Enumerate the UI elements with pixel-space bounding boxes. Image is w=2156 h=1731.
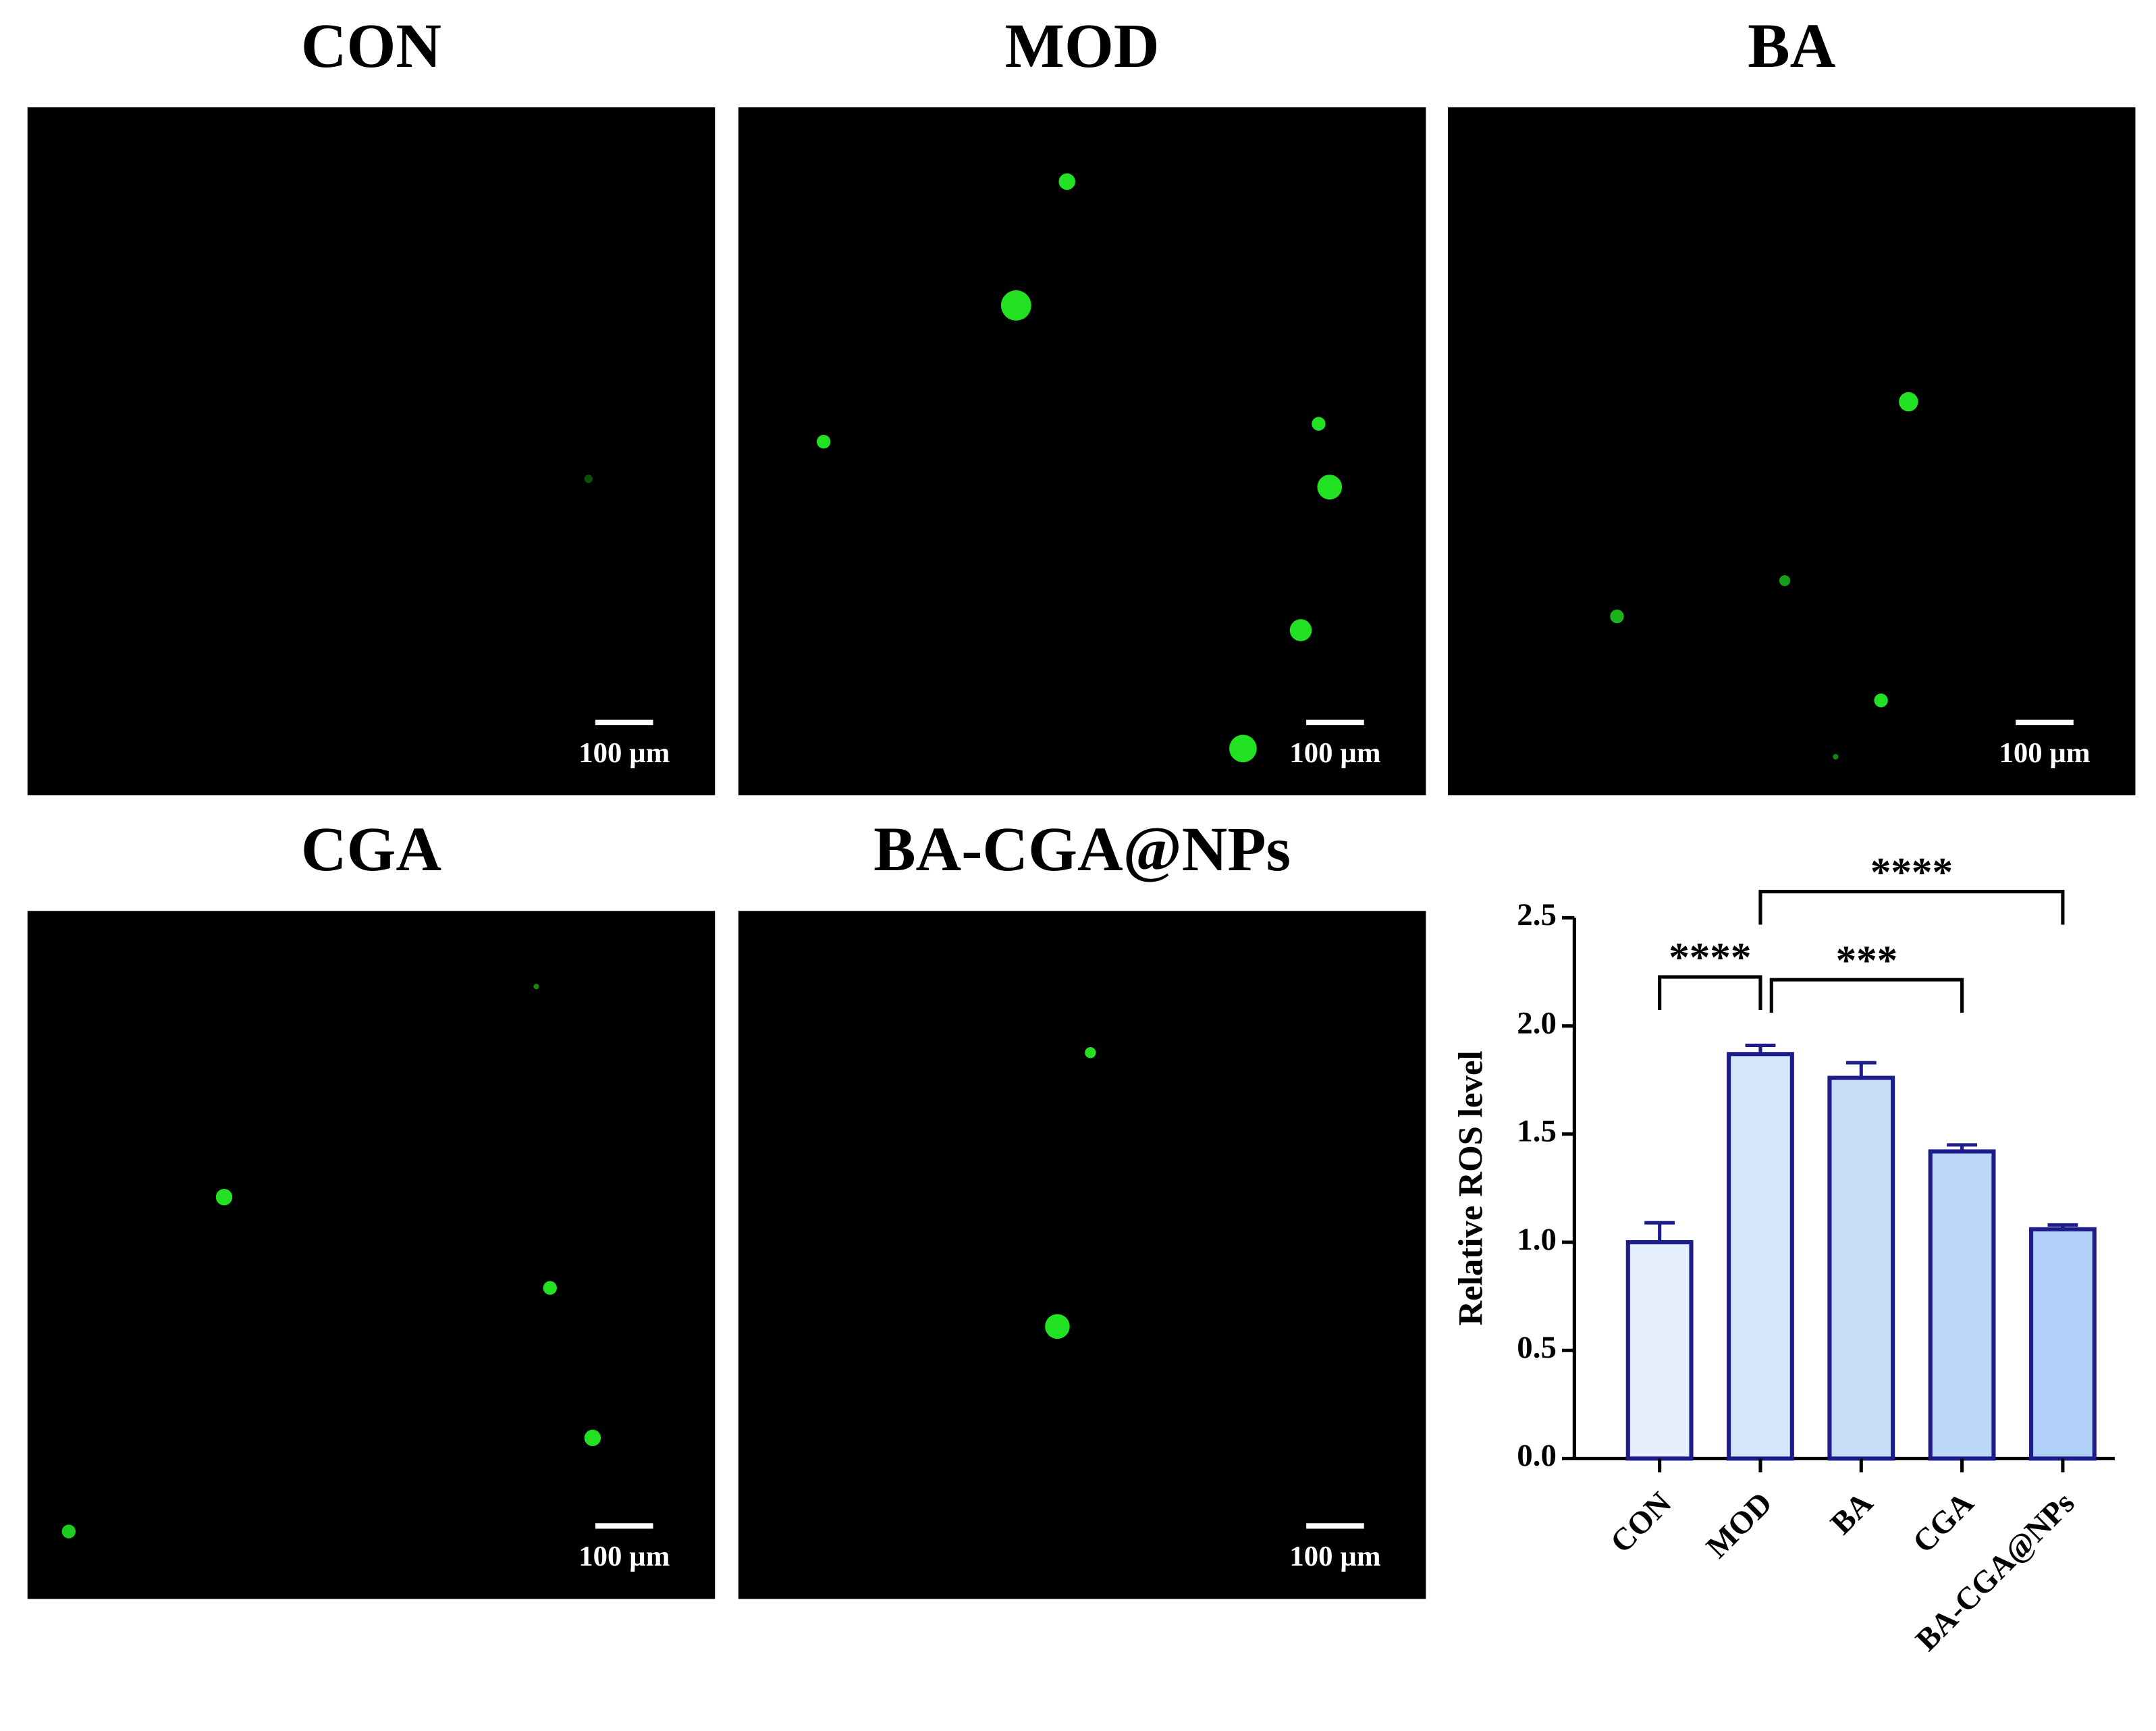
micrograph <box>738 911 1426 1599</box>
y-tick-label: 1.5 <box>1517 1114 1557 1149</box>
cell <box>1874 693 1888 708</box>
y-axis-label: Relative ROS level <box>1452 1050 1490 1325</box>
y-tick-label: 2.0 <box>1517 1005 1557 1040</box>
cell <box>1229 735 1257 763</box>
cell <box>584 1429 601 1447</box>
cell <box>1779 575 1791 587</box>
cell <box>1000 290 1031 321</box>
cell <box>1058 173 1075 190</box>
micrograph <box>738 107 1426 796</box>
scale-label: 100 µm <box>1999 737 2090 769</box>
x-tick-label: CON <box>1604 1485 1678 1560</box>
y-tick-label: 0.5 <box>1517 1330 1557 1365</box>
panel-title: BA-CGA@NPs <box>873 814 1291 884</box>
significance-label: **** <box>1870 850 1953 895</box>
bar <box>1928 1149 1996 1461</box>
cell <box>816 435 831 449</box>
significance-bracket <box>1658 975 1762 1011</box>
x-tick-label: CGA <box>1906 1485 1980 1560</box>
micrograph <box>27 107 716 796</box>
x-tick-label: MOD <box>1700 1485 1779 1565</box>
scale-label: 100 µm <box>1289 737 1380 769</box>
cell <box>215 1188 233 1206</box>
panel-title: CGA <box>301 814 441 884</box>
scale-label: 100 µm <box>578 737 670 769</box>
cell <box>584 475 593 483</box>
x-tick-label: BA <box>1824 1485 1880 1541</box>
panel-title: CON <box>301 11 441 81</box>
bar <box>1727 1052 1794 1461</box>
scale-label: 100 µm <box>578 1541 670 1572</box>
cell <box>1312 417 1326 431</box>
bar <box>1827 1075 1895 1461</box>
cell <box>1045 1314 1070 1339</box>
cell <box>1833 753 1839 760</box>
cell <box>61 1524 76 1539</box>
panel-title: MOD <box>1005 11 1160 81</box>
bar <box>1625 1240 1694 1461</box>
cell <box>1085 1047 1096 1059</box>
significance-label: *** <box>1836 938 1898 984</box>
y-tick-label: 2.5 <box>1517 897 1557 932</box>
cell <box>533 984 539 990</box>
micrograph <box>27 911 716 1599</box>
cell <box>1317 475 1343 500</box>
cell <box>1289 619 1312 641</box>
bar-chart: 0.0 0.5 1.0 1.5 2.0 2.5 Relative ROS level CON M… <box>1452 850 2115 1658</box>
panels: CON 100 µm MOD 100 µm BA 100 µm CGA 100 µm BA-CG… <box>27 11 2136 1599</box>
scale-label: 100 µm <box>1289 1541 1380 1572</box>
significance-bracket <box>1769 978 1964 1013</box>
panel-title: BA <box>1748 11 1835 81</box>
significance-bracket <box>1758 890 2065 925</box>
cell <box>543 1281 557 1295</box>
y-tick-label: 1.0 <box>1517 1222 1557 1257</box>
micrograph <box>1447 107 2136 796</box>
cell <box>1899 392 1918 412</box>
y-tick-label: 0.0 <box>1517 1438 1557 1473</box>
significance-label: **** <box>1669 936 1751 981</box>
cell <box>1610 609 1624 624</box>
bar <box>2028 1227 2097 1461</box>
